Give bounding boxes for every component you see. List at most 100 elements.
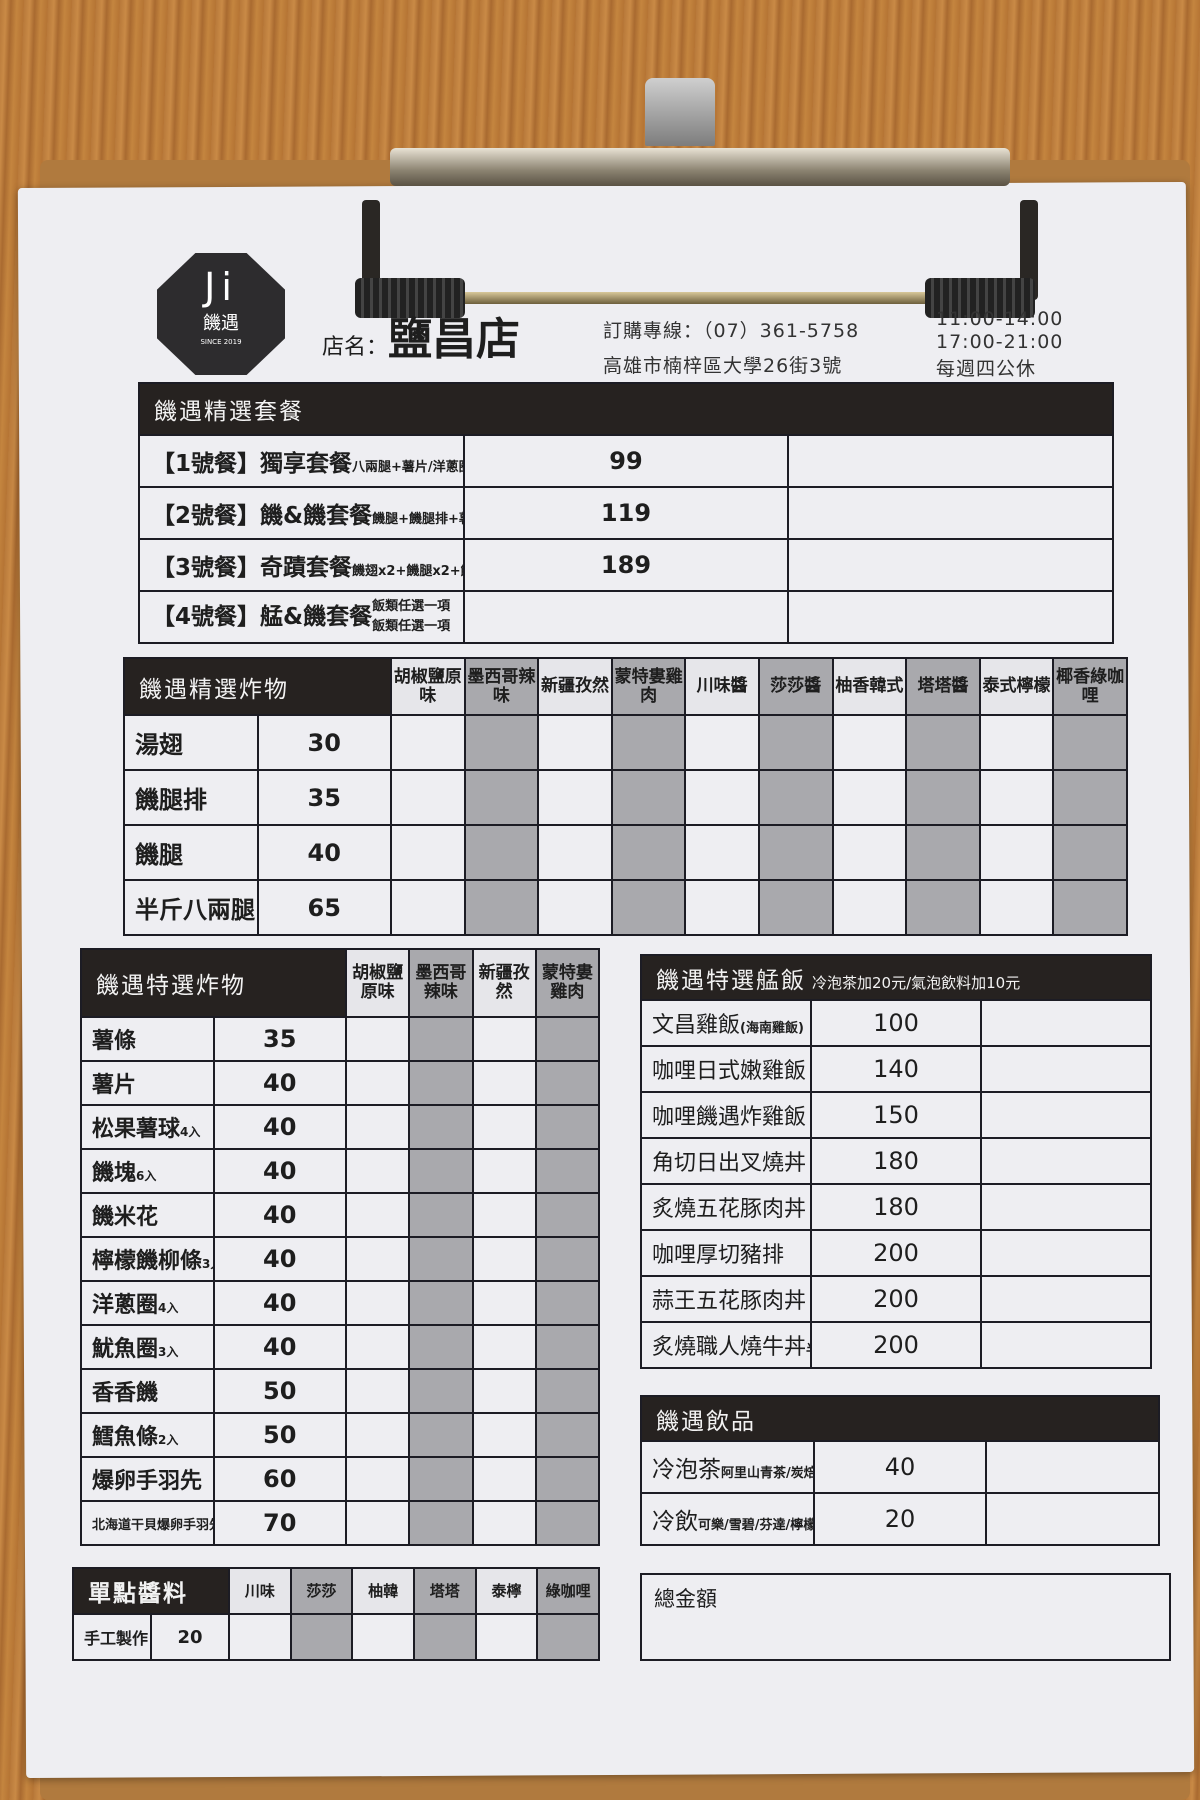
- quantity-cell[interactable]: [831, 879, 908, 936]
- quantity-cell[interactable]: [408, 1148, 474, 1194]
- quantity-cell[interactable]: [463, 714, 540, 771]
- quantity-cell[interactable]: [536, 1613, 600, 1661]
- quantity-cell[interactable]: [985, 1492, 1160, 1546]
- quantity-cell[interactable]: [905, 769, 981, 826]
- quantity-cell[interactable]: [228, 1613, 292, 1661]
- quantity-cell[interactable]: [474, 1613, 539, 1661]
- quantity-cell[interactable]: [978, 879, 1055, 936]
- quantity-cell[interactable]: [412, 1613, 477, 1661]
- quantity-cell[interactable]: [289, 1613, 354, 1661]
- quantity-cell[interactable]: [787, 434, 1114, 488]
- quantity-cell[interactable]: [344, 1236, 411, 1282]
- quantity-cell[interactable]: [463, 824, 540, 881]
- quantity-cell[interactable]: [534, 1500, 601, 1546]
- quantity-cell[interactable]: [610, 769, 687, 826]
- quantity-cell[interactable]: [1052, 879, 1128, 936]
- quantity-cell[interactable]: [985, 1440, 1160, 1494]
- quantity-cell[interactable]: [534, 1236, 601, 1282]
- quantity-cell[interactable]: [534, 1280, 601, 1326]
- quantity-cell[interactable]: [684, 824, 760, 881]
- quantity-cell[interactable]: [610, 714, 687, 771]
- quantity-cell[interactable]: [344, 1192, 411, 1238]
- quantity-cell[interactable]: [684, 714, 760, 771]
- quantity-cell[interactable]: [684, 879, 760, 936]
- quantity-cell[interactable]: [390, 769, 466, 826]
- quantity-cell[interactable]: [757, 769, 834, 826]
- quantity-cell[interactable]: [408, 1456, 474, 1502]
- quantity-cell[interactable]: [344, 1456, 411, 1502]
- quantity-cell[interactable]: [980, 1229, 1152, 1277]
- quantity-cell[interactable]: [534, 1016, 601, 1062]
- quantity-cell[interactable]: [980, 1183, 1152, 1231]
- quantity-cell[interactable]: [344, 1104, 411, 1150]
- quantity-cell[interactable]: [390, 879, 466, 936]
- quantity-cell[interactable]: [390, 714, 466, 771]
- quantity-cell[interactable]: [471, 1368, 537, 1414]
- quantity-cell[interactable]: [390, 824, 466, 881]
- quantity-cell[interactable]: [471, 1280, 537, 1326]
- quantity-cell[interactable]: [471, 1104, 537, 1150]
- quantity-cell[interactable]: [787, 590, 1114, 644]
- quantity-cell[interactable]: [787, 486, 1114, 540]
- quantity-cell[interactable]: [408, 1016, 474, 1062]
- quantity-cell[interactable]: [905, 824, 981, 881]
- quantity-cell[interactable]: [344, 1060, 411, 1106]
- quantity-cell[interactable]: [408, 1192, 474, 1238]
- quantity-cell[interactable]: [537, 824, 613, 881]
- quantity-cell[interactable]: [408, 1280, 474, 1326]
- quantity-cell[interactable]: [471, 1016, 537, 1062]
- quantity-cell[interactable]: [831, 714, 908, 771]
- quantity-cell[interactable]: [978, 824, 1055, 881]
- quantity-cell[interactable]: [610, 879, 687, 936]
- quantity-cell[interactable]: [534, 1060, 601, 1106]
- quantity-cell[interactable]: [471, 1456, 537, 1502]
- quantity-cell[interactable]: [351, 1613, 415, 1661]
- quantity-cell[interactable]: [980, 1045, 1152, 1093]
- quantity-cell[interactable]: [534, 1192, 601, 1238]
- quantity-cell[interactable]: [831, 824, 908, 881]
- quantity-cell[interactable]: [534, 1324, 601, 1370]
- quantity-cell[interactable]: [980, 999, 1152, 1047]
- quantity-cell[interactable]: [757, 879, 834, 936]
- quantity-cell[interactable]: [537, 769, 613, 826]
- quantity-cell[interactable]: [534, 1148, 601, 1194]
- quantity-cell[interactable]: [980, 1137, 1152, 1185]
- quantity-cell[interactable]: [344, 1324, 411, 1370]
- quantity-cell[interactable]: [757, 714, 834, 771]
- quantity-cell[interactable]: [537, 879, 613, 936]
- quantity-cell[interactable]: [534, 1412, 601, 1458]
- quantity-cell[interactable]: [471, 1236, 537, 1282]
- quantity-cell[interactable]: [408, 1368, 474, 1414]
- quantity-cell[interactable]: [344, 1368, 411, 1414]
- quantity-cell[interactable]: [471, 1148, 537, 1194]
- quantity-cell[interactable]: [905, 879, 981, 936]
- quantity-cell[interactable]: [1052, 714, 1128, 771]
- quantity-cell[interactable]: [610, 824, 687, 881]
- quantity-cell[interactable]: [408, 1060, 474, 1106]
- quantity-cell[interactable]: [684, 769, 760, 826]
- quantity-cell[interactable]: [463, 769, 540, 826]
- quantity-cell[interactable]: [787, 538, 1114, 592]
- quantity-cell[interactable]: [408, 1236, 474, 1282]
- quantity-cell[interactable]: [537, 714, 613, 771]
- quantity-cell[interactable]: [757, 824, 834, 881]
- quantity-cell[interactable]: [408, 1104, 474, 1150]
- quantity-cell[interactable]: [408, 1500, 474, 1546]
- quantity-cell[interactable]: [534, 1104, 601, 1150]
- quantity-cell[interactable]: [344, 1016, 411, 1062]
- quantity-cell[interactable]: [344, 1280, 411, 1326]
- quantity-cell[interactable]: [905, 714, 981, 771]
- quantity-cell[interactable]: [534, 1368, 601, 1414]
- quantity-cell[interactable]: [463, 879, 540, 936]
- quantity-cell[interactable]: [408, 1412, 474, 1458]
- quantity-cell[interactable]: [471, 1412, 537, 1458]
- quantity-cell[interactable]: [831, 769, 908, 826]
- quantity-cell[interactable]: [344, 1500, 411, 1546]
- quantity-cell[interactable]: [978, 714, 1055, 771]
- quantity-cell[interactable]: [980, 1275, 1152, 1323]
- quantity-cell[interactable]: [471, 1192, 537, 1238]
- quantity-cell[interactable]: [980, 1091, 1152, 1139]
- quantity-cell[interactable]: [471, 1500, 537, 1546]
- quantity-cell[interactable]: [344, 1148, 411, 1194]
- quantity-cell[interactable]: [1052, 824, 1128, 881]
